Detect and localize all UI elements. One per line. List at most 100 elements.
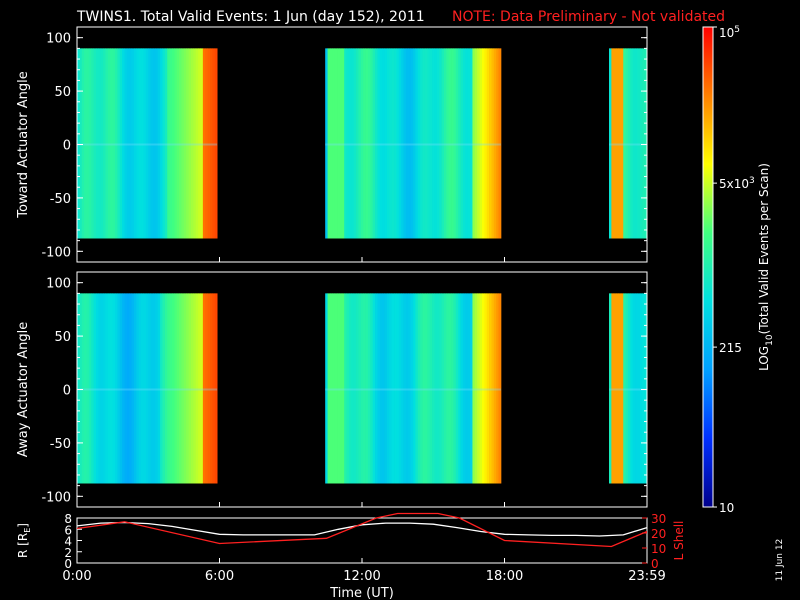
spectrogram-column [179, 48, 182, 239]
left-tick-label: 4 [64, 535, 72, 549]
spectrogram-column [169, 293, 173, 484]
spectrogram-column [486, 293, 490, 484]
spectrogram-column [439, 48, 442, 239]
spectrogram-column [370, 293, 374, 484]
spectrogram-column [367, 293, 371, 484]
spectrogram-column [493, 293, 497, 484]
spectrogram-column [205, 48, 209, 239]
spectrogram-column [346, 293, 350, 484]
spectrogram-column [396, 293, 400, 484]
spectrogram-column [408, 48, 412, 239]
spectrogram-column [389, 293, 393, 484]
spectrogram-column [498, 293, 502, 484]
spectrogram-column [358, 293, 362, 484]
spectrogram-column [126, 48, 130, 239]
spectrogram-column [382, 293, 385, 484]
spectrogram-column [491, 293, 495, 484]
spectrogram-column [451, 48, 454, 239]
spectrogram-column [609, 48, 612, 239]
colorbar-tick-label: 5x103 [719, 176, 755, 191]
spectrogram-column [172, 48, 175, 239]
spectrogram-column [122, 48, 125, 239]
spectrogram-column [403, 293, 407, 484]
spectrogram-column [167, 293, 171, 484]
spectrogram-column [162, 293, 166, 484]
spectrogram-column [138, 48, 142, 239]
spectrogram-column [329, 293, 333, 484]
spectrogram-column [169, 48, 173, 239]
away-panel-spectrogram [77, 293, 648, 484]
spectrogram-column [637, 293, 641, 484]
spectrogram-column [81, 48, 85, 239]
spectrogram-column [88, 48, 92, 239]
spectrogram-column [384, 48, 388, 239]
spectrogram-column [183, 293, 187, 484]
spectrogram-column [417, 293, 421, 484]
spectrogram-column [148, 293, 152, 484]
spectrogram-column [112, 293, 116, 484]
spectrogram-column [389, 48, 393, 239]
spectrogram-column [164, 48, 168, 239]
spectrogram-column [453, 293, 457, 484]
spectrogram-column [212, 48, 216, 239]
spectrogram-column [410, 293, 414, 484]
spectrogram-column [620, 48, 624, 239]
spectrogram-column [198, 48, 201, 239]
spectrogram-column [429, 293, 433, 484]
spectrogram-column [176, 48, 180, 239]
spectrogram-column [145, 293, 149, 484]
spectrogram-column [491, 48, 495, 239]
orbit-right-ylabel: L Shell [672, 521, 686, 561]
spectrogram-column [427, 293, 431, 484]
spectrogram-column [391, 48, 395, 239]
colorbar-label: LOG10(Total Valid Events per Scan) [757, 163, 775, 371]
spectrogram-column [356, 293, 359, 484]
away-panel-y-ticks: 100 50 0 -50 -100 [41, 277, 647, 505]
spectrogram-column [191, 293, 194, 484]
spectrogram-column [205, 293, 209, 484]
spectrogram-column [472, 293, 476, 484]
spectrogram-column [77, 293, 80, 484]
right-tick-label: 30 [651, 512, 666, 526]
spectrogram-column [332, 48, 336, 239]
spectrogram-column [155, 293, 159, 484]
spectrogram-column [429, 48, 433, 239]
orbit-left-ylabel: R [RE] [16, 523, 32, 558]
colorbar-scale [702, 26, 714, 508]
y-tick-label: -100 [41, 245, 71, 260]
spectrogram-column [613, 293, 617, 484]
spectrogram-column [79, 48, 83, 239]
spectrogram-column [384, 293, 388, 484]
spectrogram-column [153, 48, 156, 239]
spectrogram-column [462, 293, 466, 484]
spectrogram-column [126, 293, 130, 484]
spectrogram-column [327, 293, 331, 484]
spectrogram-column [611, 48, 615, 239]
spectrogram-column [363, 48, 366, 239]
spectrogram-column [174, 293, 178, 484]
spectrogram-column [441, 293, 445, 484]
spectrogram-column [353, 293, 357, 484]
spectrogram-column [131, 293, 135, 484]
colorbar-tick-label: 105 [719, 25, 740, 40]
spectrogram-column [639, 293, 643, 484]
zero-angle-band [609, 143, 647, 146]
zero-angle-band [609, 388, 647, 391]
spectrogram-column [351, 48, 355, 239]
spectrogram-column [436, 293, 440, 484]
spectrogram-column [191, 48, 194, 239]
zero-angle-band [77, 388, 218, 391]
spectrogram-column [98, 293, 102, 484]
spectrogram-column [356, 48, 359, 239]
spectrogram-column [424, 48, 428, 239]
x-tick-label: 12:00 [343, 569, 380, 584]
y-tick-label: 0 [63, 384, 71, 399]
spectrogram-column [477, 48, 480, 239]
spectrogram-column [474, 48, 478, 239]
spectrogram-column [377, 48, 381, 239]
spectrogram-column [122, 293, 125, 484]
spectrogram-column [115, 293, 118, 484]
spectrogram-column [443, 293, 447, 484]
spectrogram-column [479, 293, 483, 484]
